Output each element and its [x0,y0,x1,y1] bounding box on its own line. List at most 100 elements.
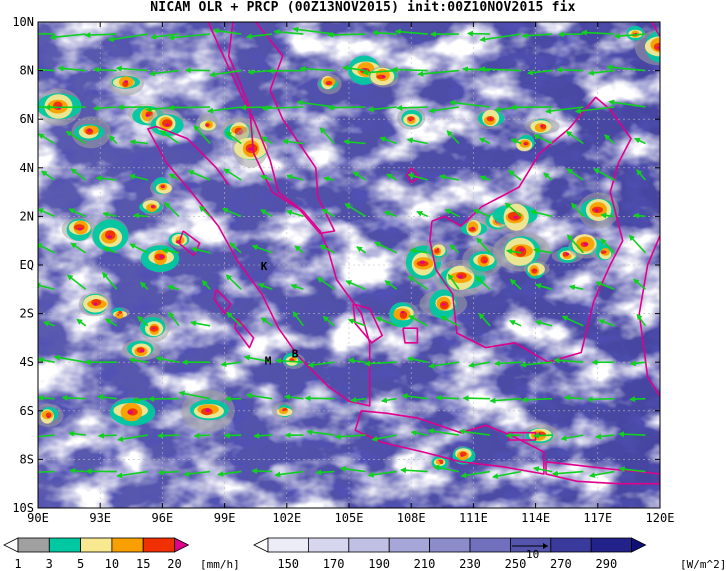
wind-vector [606,64,646,72]
wind-vector [428,106,460,114]
wind-vector [409,247,428,254]
wind-vector [508,169,522,181]
precip-cell [480,256,489,264]
lon-label: 114E [521,511,550,525]
wind-vector [458,428,491,436]
wind-vector [193,432,211,439]
wind-vector [428,361,460,369]
precip-cell [292,359,295,361]
coastline-path [213,288,232,315]
wind-vector [595,281,615,291]
wind-vector [57,65,86,72]
wind-vector [49,33,86,41]
coastline-path [429,96,632,363]
wind-vector [510,138,522,145]
wind-vector [283,394,304,401]
wind-vector [479,175,491,182]
wind-vector [128,357,149,364]
wind-vector [251,468,273,474]
precip-colorbar: 1 3 5 10 15 20 [3,537,190,571]
wind-vector [253,432,273,439]
wind-vector [618,431,646,438]
precip-cell [524,143,527,146]
colorbar-segment [142,537,175,553]
wind-vector [356,246,367,254]
lat-label: 6N [20,112,34,126]
wind-vector [116,470,149,479]
wind-vector [225,131,242,145]
wind-vector [379,136,397,145]
coastline-path [545,461,660,485]
coastline-path [234,317,255,349]
wind-vector [129,139,148,146]
precip-cell [105,230,116,240]
wind-vector [408,315,429,327]
colorbar-high-triangle [174,537,190,553]
lat-label: 8S [20,452,34,466]
precip-cell [537,432,541,435]
lon-label: 99E [214,511,236,525]
wind-vector [372,29,397,36]
coastline-path [352,303,383,344]
map-title: NICAM OLR + PRCP (00Z13NOV2015) init:00Z… [150,0,576,15]
precip-cell [653,42,660,51]
wind-vector [117,434,149,442]
precip-cell [604,251,607,253]
precip-cell [145,114,150,117]
wind-vector [435,394,459,401]
precip-cell [656,46,660,49]
wind-vector [566,234,584,254]
wind-vector [593,168,615,181]
wind-vector [132,396,148,403]
wind-vector [545,106,584,114]
wind-vector [566,168,584,181]
wind-vector [526,69,553,76]
wind-vector [68,430,86,437]
precip-cell [483,260,487,263]
wind-vector [92,105,117,112]
wind-vector [598,319,615,327]
wind-vector [342,65,366,72]
wind-vector [352,171,367,181]
place-marker-label: M [265,355,272,368]
wind-vector [68,208,87,218]
wind-vector [223,168,242,181]
precip-cell [434,248,440,254]
wind-vector [570,202,584,217]
wind-vector [384,280,398,290]
wind-vector [93,66,117,73]
wind-vector [345,280,366,291]
precip-cell [519,248,525,252]
wind-vector [38,394,55,401]
wind-vector [533,134,553,145]
lon-label: 90E [27,511,49,525]
wind-vector [40,170,56,181]
wind-vector [42,320,55,327]
wind-vector [410,430,428,436]
wind-vector [53,354,86,363]
wind-vector [551,470,584,477]
wind-vector [383,210,397,218]
lat-label: 10S [12,501,34,515]
wind-vector [164,201,180,217]
wind-vector [521,396,553,403]
wind-vector [155,355,180,363]
wind-vector [439,174,460,181]
wind-vector [347,357,366,364]
wind-vector [587,69,615,76]
olr-tick-label: 210 [414,557,436,571]
wind-vector [375,316,397,327]
wind-vector [509,320,522,327]
coastlines [147,22,660,485]
precip-cell [107,235,112,239]
wind-vector [391,66,428,73]
wind-vector [260,209,273,218]
wind-vector [201,279,211,290]
wind-vector [322,315,336,327]
wind-vector [344,203,367,218]
wind-vector [374,241,398,254]
wind-vector [350,396,366,403]
wind-vector [161,247,180,254]
wind-vector [225,274,242,290]
precip-cell [151,205,155,208]
